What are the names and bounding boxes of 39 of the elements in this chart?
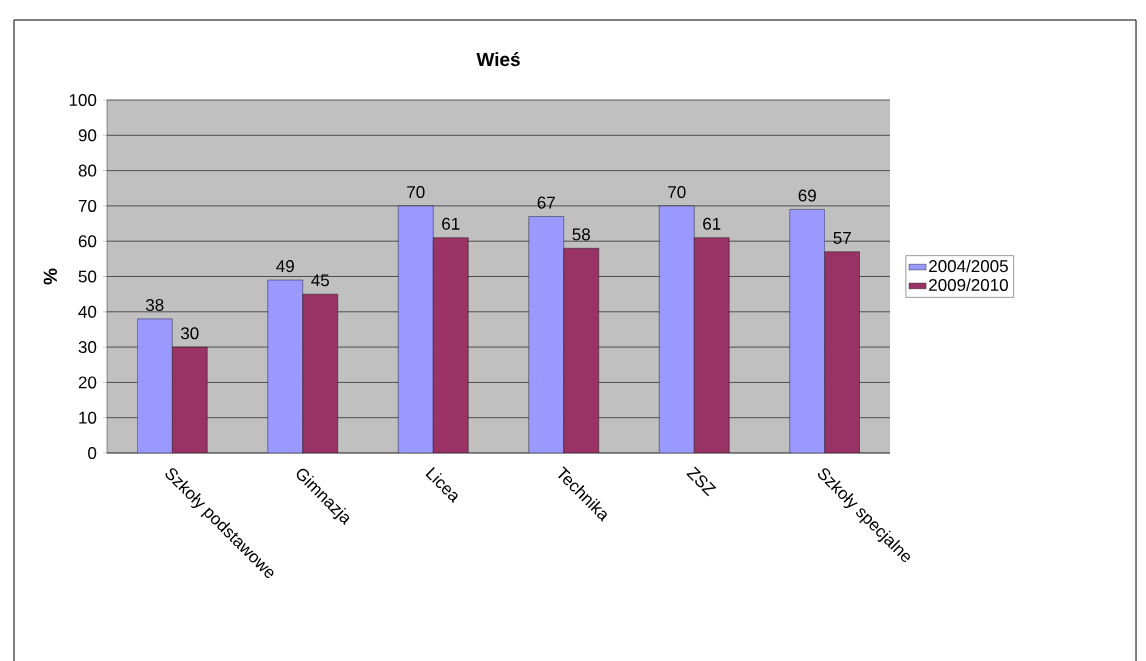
bar bbox=[789, 209, 825, 453]
bar bbox=[659, 205, 695, 453]
data-label: 61 bbox=[703, 217, 721, 230]
y-tick-label: 60 bbox=[78, 235, 97, 248]
legend-label: 2004/2005 bbox=[929, 259, 1008, 273]
y-tick-label: 10 bbox=[79, 411, 97, 424]
bar bbox=[398, 205, 434, 453]
bar bbox=[563, 248, 599, 453]
bar bbox=[302, 293, 338, 453]
y-tick-label: 20 bbox=[78, 376, 97, 389]
bar bbox=[267, 279, 303, 453]
data-label: 67 bbox=[537, 196, 555, 209]
data-label: 38 bbox=[145, 298, 164, 311]
legend-label: 2009/2010 bbox=[929, 278, 1008, 291]
chart-title: Wieś bbox=[476, 52, 520, 67]
data-label: 45 bbox=[311, 274, 329, 287]
y-tick-label: 30 bbox=[78, 341, 97, 354]
y-tick-label: 90 bbox=[78, 129, 97, 142]
bar bbox=[528, 216, 564, 453]
y-tick-label: 0 bbox=[88, 446, 97, 460]
y-tick-label: 70 bbox=[78, 199, 97, 212]
y-tick-label: 100 bbox=[69, 93, 97, 107]
y-tick-label: 50 bbox=[78, 270, 97, 283]
y-axis-title: % bbox=[43, 268, 57, 285]
bar bbox=[137, 318, 173, 453]
bar bbox=[172, 346, 208, 453]
data-label: 57 bbox=[833, 232, 851, 244]
data-label: 70 bbox=[407, 185, 425, 199]
bar bbox=[824, 251, 860, 453]
data-label: 69 bbox=[798, 189, 816, 202]
data-label: 49 bbox=[276, 260, 294, 273]
y-tick-label: 80 bbox=[78, 164, 97, 177]
data-label: 70 bbox=[668, 185, 686, 199]
bar bbox=[433, 237, 469, 453]
data-label: 58 bbox=[572, 228, 590, 241]
bar bbox=[694, 237, 730, 453]
data-label: 30 bbox=[180, 327, 199, 340]
y-tick-label: 40 bbox=[78, 305, 97, 318]
data-label: 61 bbox=[442, 217, 460, 230]
